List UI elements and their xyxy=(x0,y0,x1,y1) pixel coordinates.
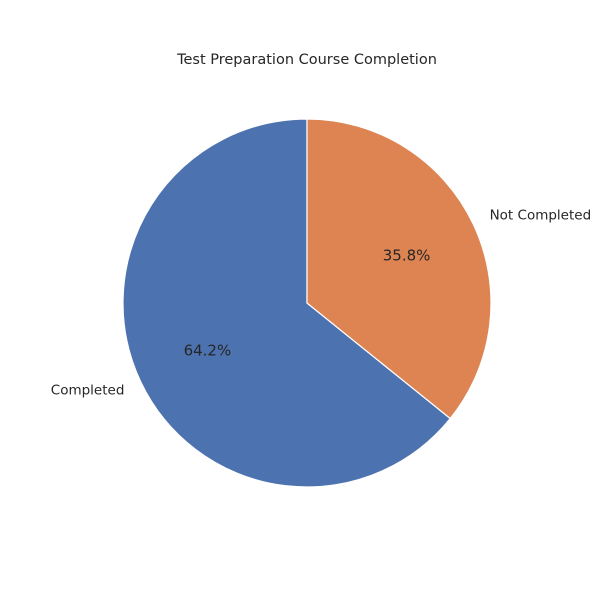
pie-slices xyxy=(122,118,492,488)
chart-title: Test Preparation Course Completion xyxy=(176,52,437,68)
pie-slice-completed xyxy=(122,118,451,488)
slice-label-not-completed: Not Completed xyxy=(490,208,592,224)
pie-slice-not-completed xyxy=(306,118,492,420)
slice-percent-not-completed: 35.8% xyxy=(383,246,431,264)
slice-label-completed: Completed xyxy=(51,382,125,398)
pie-labels: Completed 64.2% Not Completed 35.8% xyxy=(51,208,591,399)
slice-percent-completed: 64.2% xyxy=(184,342,232,360)
